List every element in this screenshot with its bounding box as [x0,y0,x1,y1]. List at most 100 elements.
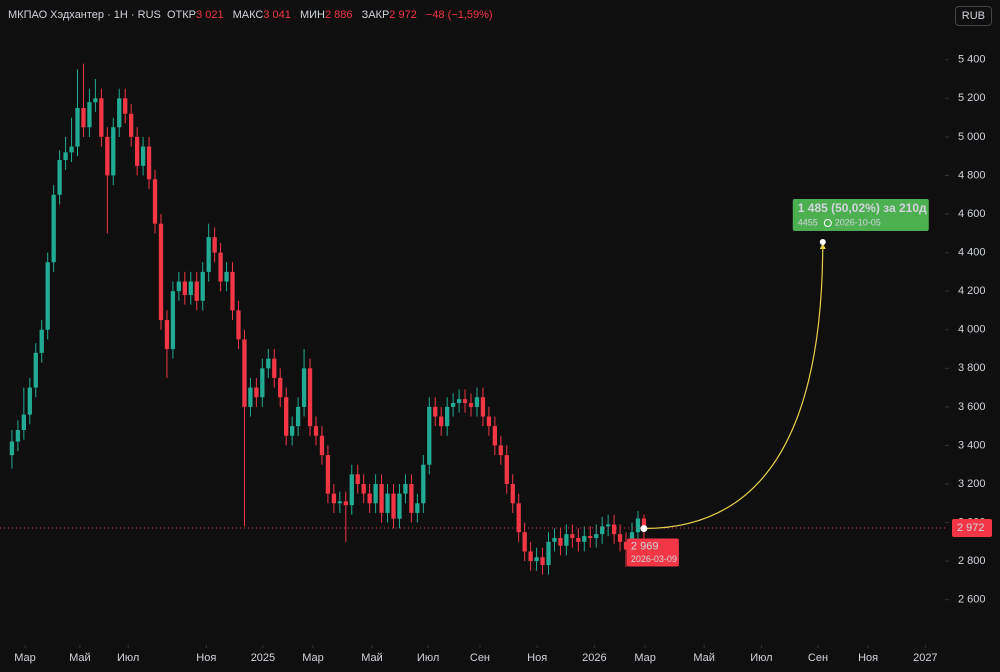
candle-body [45,262,50,330]
start-label-value: 2 969 [631,540,659,552]
candle-body [81,107,86,128]
x-tick-label: Май [361,652,383,664]
candle-body [313,426,319,436]
candle-body [415,503,420,513]
candle-body [498,445,503,456]
candle-body [468,403,474,407]
candle-body [564,534,569,546]
low-value: 2 886 [324,9,353,21]
x-tick-label: Май [693,652,715,664]
candle-body [576,537,581,542]
x-tick-label: Мар [634,652,656,664]
projection-end [819,238,826,245]
x-tick-label: Ноя [858,652,878,664]
candle-body [385,493,390,513]
last-price-tag [952,518,992,537]
candle-body [146,146,152,180]
candle-body [87,102,92,128]
candle-body [63,152,68,161]
candle-body [361,483,366,494]
candle-body [611,524,617,535]
x-tick-label: 2026 [582,652,606,664]
change-value: −48 (−1,59%) [425,9,493,21]
candle-body [504,455,509,484]
candle-body [319,435,325,456]
candle-body [462,399,468,404]
candle-body [236,310,241,340]
start-label-box [626,538,679,567]
candle-body [21,414,26,430]
candle-body [391,493,396,519]
candle-body [492,426,498,446]
candle-body [176,281,182,292]
y-tick-label: 2 600 [958,594,986,606]
candle-body [635,518,641,533]
candle-body [427,406,432,465]
close-value: 2 972 [389,9,417,21]
candle-body [111,127,116,176]
candle-body [278,377,283,398]
candle-body [605,524,611,527]
candle-body [39,329,44,353]
x-tick-label: Июл [750,652,772,664]
candle-body [33,352,38,388]
candle-body [600,526,605,535]
projection-change: 1 485 (50,02%) за 210д [798,201,927,215]
y-tick-label: 4 000 [958,324,986,336]
candle-body [558,537,563,546]
candle-body [140,146,146,166]
candle-body [343,501,348,506]
candle-body [439,416,444,427]
candle-body [260,368,265,398]
candle-body [224,271,229,282]
candle-body [373,483,378,504]
candle-body [456,399,462,404]
candle-body [528,551,533,562]
y-tick-label: 3 200 [958,478,986,490]
y-tick-label: 4 800 [958,169,986,181]
x-tick-label: Сен [470,652,490,664]
candle-body [9,441,15,456]
candle-body [289,426,295,436]
candle-body [182,281,187,296]
symbol: МКПАО Хэдхантер · 1Н · RUS [8,9,161,21]
candle-body [284,397,289,436]
candle-body [27,387,32,415]
y-tick-label: 2 800 [958,555,986,567]
candle-body [117,98,122,128]
projection-start [640,525,648,533]
candle-body [200,271,205,301]
currency-button[interactable]: RUB [954,6,992,26]
x-tick-label: Июл [117,652,139,664]
y-tick-label: 3 600 [958,401,986,413]
candle-body [534,557,539,562]
candle-body [57,160,62,195]
candle-body [254,387,259,398]
candle-body [212,237,217,253]
candle-body [617,534,623,542]
candle-body [433,406,438,417]
candle-body [546,541,551,565]
projection-end-value: 4455 [798,217,818,227]
candle-body [295,406,301,427]
candle-body [510,483,515,504]
candle-body [248,387,253,407]
candle-body [307,368,313,427]
low-label: МИН [299,9,325,21]
candle-body [397,493,402,519]
candle-body [99,98,104,137]
candle-body [301,368,307,407]
candle-body [75,107,80,147]
y-tick-label: 4 400 [958,247,986,259]
projection-curve [643,241,824,530]
projection-end-date: 2026-10-05 [835,217,881,227]
candle-body [379,483,384,513]
candle-body [445,406,450,427]
candle-body [641,518,647,528]
candle-body [409,483,414,513]
close-label: ЗАКР [361,9,390,21]
candle-body [331,493,337,504]
y-tick-label: 5 000 [958,131,986,143]
projection-label-box [792,198,929,231]
